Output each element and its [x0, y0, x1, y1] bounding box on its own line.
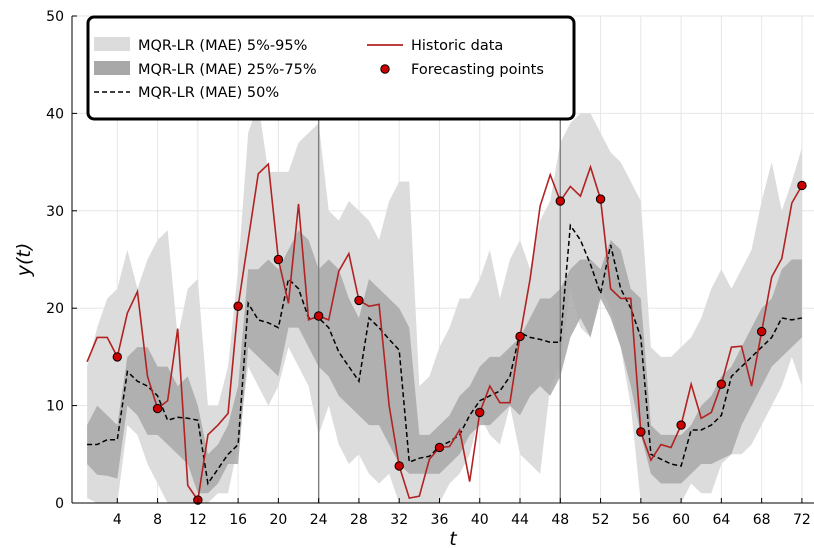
forecast-point [515, 331, 525, 342]
forecast-point [152, 403, 163, 414]
median-line [87, 223, 803, 486]
legend-box [86, 15, 576, 121]
forecast-point [555, 196, 565, 206]
forecast-point [394, 461, 404, 471]
x-tick-label: 64 [712, 512, 730, 528]
x-tick-label: 60 [672, 512, 690, 528]
legend-swatch-marker [380, 64, 390, 74]
x-tick-label: 44 [511, 512, 529, 528]
x-tick-label: 32 [390, 512, 408, 528]
forecast-point [354, 295, 364, 306]
legend-label: MQR-LR (MAE) 50% [138, 85, 279, 101]
x-tick-label: 24 [310, 512, 328, 528]
x-tick-label: 48 [551, 512, 569, 528]
x-tick-label: 72 [793, 512, 811, 528]
legend-label: Forecasting points [411, 62, 544, 78]
forecast-point [636, 427, 646, 437]
forecast-point [716, 379, 727, 389]
y-tick-label: 0 [55, 496, 64, 512]
x-tick-label: 36 [431, 512, 449, 528]
forecast-point [595, 194, 606, 204]
forecast-point [676, 420, 686, 430]
historic-series-line [86, 162, 803, 503]
x-tick-label: 4 [113, 512, 122, 528]
x-tick-label: 40 [471, 512, 489, 528]
x-tick-label: 52 [592, 512, 610, 528]
y-tick-label: 40 [46, 106, 64, 122]
y-tick-label: 30 [46, 204, 64, 220]
x-tick-label: 28 [350, 512, 368, 528]
forecast-point [756, 326, 767, 337]
forecast-point [434, 442, 445, 453]
legend-label: MQR-LR (MAE) 25%-75% [138, 62, 317, 78]
forecast-point [797, 180, 807, 191]
legend-label: Historic data [411, 38, 503, 54]
forecast-point [313, 311, 324, 321]
forecast-point [475, 407, 485, 418]
legend-label: MQR-LR (MAE) 5%-95% [138, 38, 307, 54]
forecast-points [112, 180, 807, 505]
median-series-line [87, 223, 803, 486]
historic-line [86, 162, 803, 503]
y-tick-label: 50 [46, 9, 64, 25]
y-tick-label: 20 [46, 301, 64, 317]
legend-swatch-dark [94, 61, 130, 75]
axes: 4 8 12 16 20 24 28 32 36 40 44 48 52 56 60 64 68 72010203… [13, 9, 814, 548]
x-tick-label: 8 [153, 512, 162, 528]
x-tick-label: 12 [189, 512, 207, 528]
forecast-point [233, 301, 243, 311]
x-tick-label: 20 [269, 512, 287, 528]
forecast-point [273, 254, 284, 265]
x-axis-label: t [449, 528, 458, 548]
x-tick-label: 56 [632, 512, 650, 528]
legend: MQR-LR (MAE) 5%-95% MQR-LR (MAE) 25%-75% M… [86, 15, 576, 121]
band-25-75-area [87, 230, 802, 494]
y-tick-label: 10 [46, 399, 64, 415]
band-5-95 [87, 103, 802, 503]
x-tick-label: 16 [229, 512, 247, 528]
legend-swatch-light [94, 37, 130, 51]
forecast-point [112, 352, 123, 362]
y-axis-label: y(t) [13, 243, 35, 278]
x-tick-label: 68 [753, 512, 771, 528]
band-25-75 [87, 230, 802, 494]
band-5-95-area [87, 103, 802, 503]
